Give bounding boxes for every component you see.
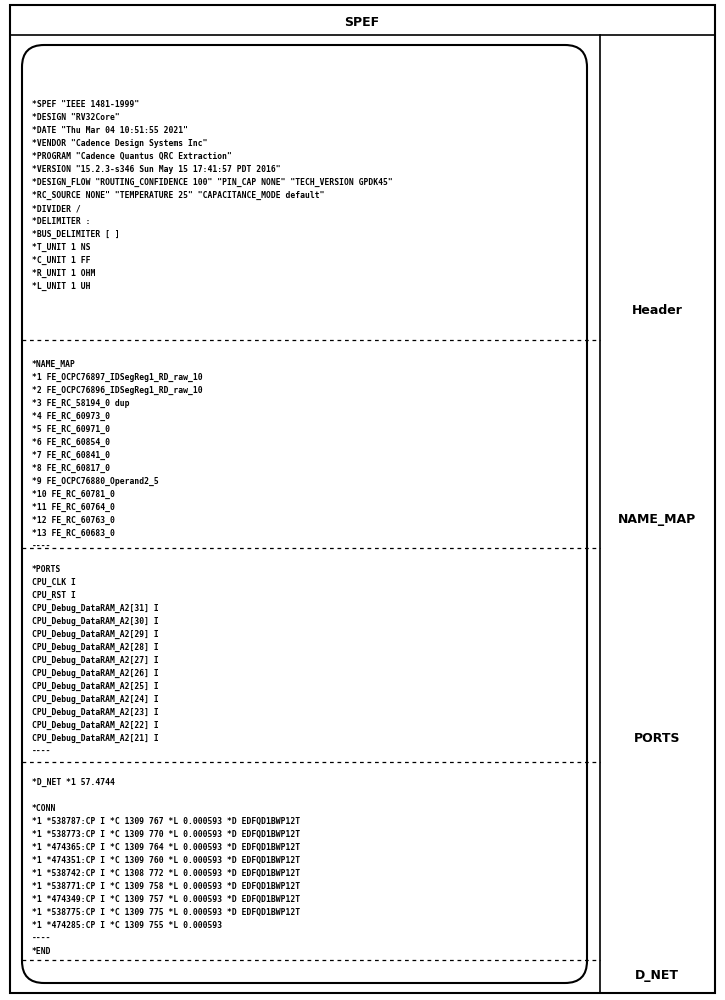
Text: CPU_Debug_DataRAM_A2[22] I: CPU_Debug_DataRAM_A2[22] I	[32, 721, 159, 730]
Text: *1 *538775:CP I *C 1309 775 *L 0.000593 *D EDFQD1BWP12T: *1 *538775:CP I *C 1309 775 *L 0.000593 …	[32, 908, 300, 917]
Text: CPU_RST I: CPU_RST I	[32, 591, 76, 600]
Text: *7 FE_RC_60841_0: *7 FE_RC_60841_0	[32, 451, 110, 460]
Text: *NAME_MAP: *NAME_MAP	[32, 360, 76, 369]
Text: *1 *474349:CP I *C 1309 757 *L 0.000593 *D EDFQD1BWP12T: *1 *474349:CP I *C 1309 757 *L 0.000593 …	[32, 895, 300, 904]
Text: CPU_Debug_DataRAM_A2[31] I: CPU_Debug_DataRAM_A2[31] I	[32, 604, 159, 613]
Text: *END: *END	[32, 947, 51, 956]
Text: *1 *474365:CP I *C 1309 764 *L 0.000593 *D EDFQD1BWP12T: *1 *474365:CP I *C 1309 764 *L 0.000593 …	[32, 843, 300, 852]
Text: CPU_Debug_DataRAM_A2[21] I: CPU_Debug_DataRAM_A2[21] I	[32, 734, 159, 743]
Text: CPU_Debug_DataRAM_A2[30] I: CPU_Debug_DataRAM_A2[30] I	[32, 617, 159, 626]
Text: *RC_SOURCE NONE" "TEMPERATURE 25" "CAPACITANCE_MODE default": *RC_SOURCE NONE" "TEMPERATURE 25" "CAPAC…	[32, 191, 325, 200]
Text: *DATE "Thu Mar 04 10:51:55 2021": *DATE "Thu Mar 04 10:51:55 2021"	[32, 126, 188, 135]
Text: *8 FE_RC_60817_0: *8 FE_RC_60817_0	[32, 464, 110, 473]
Text: *L_UNIT 1 UH: *L_UNIT 1 UH	[32, 282, 91, 291]
Text: *C_UNIT 1 FF: *C_UNIT 1 FF	[32, 256, 91, 265]
Text: *6 FE_RC_60854_0: *6 FE_RC_60854_0	[32, 438, 110, 447]
Text: *VENDOR "Cadence Design Systems Inc": *VENDOR "Cadence Design Systems Inc"	[32, 139, 207, 148]
Text: CPU_Debug_DataRAM_A2[29] I: CPU_Debug_DataRAM_A2[29] I	[32, 630, 159, 639]
Text: *9 FE_OCPC76880_Operand2_5: *9 FE_OCPC76880_Operand2_5	[32, 477, 159, 486]
Text: ----: ----	[32, 934, 51, 943]
Text: *SPEF "IEEE 1481-1999": *SPEF "IEEE 1481-1999"	[32, 100, 139, 109]
Text: *13 FE_RC_60683_0: *13 FE_RC_60683_0	[32, 529, 115, 538]
Text: *DESIGN_FLOW "ROUTING_CONFIDENCE 100" "PIN_CAP NONE" "TECH_VERSION GPDK45": *DESIGN_FLOW "ROUTING_CONFIDENCE 100" "P…	[32, 178, 393, 187]
Text: CPU_Debug_DataRAM_A2[25] I: CPU_Debug_DataRAM_A2[25] I	[32, 682, 159, 691]
Text: *1 *538771:CP I *C 1309 758 *L 0.000593 *D EDFQD1BWP12T: *1 *538771:CP I *C 1309 758 *L 0.000593 …	[32, 882, 300, 891]
Text: *2 FE_OCPC76896_IDSegReg1_RD_raw_10: *2 FE_OCPC76896_IDSegReg1_RD_raw_10	[32, 386, 202, 395]
Text: D_NET: D_NET	[635, 968, 679, 982]
Text: CPU_CLK I: CPU_CLK I	[32, 578, 76, 587]
Text: Header: Header	[631, 304, 682, 316]
Text: NAME_MAP: NAME_MAP	[618, 514, 696, 526]
Text: *BUS_DELIMITER [ ]: *BUS_DELIMITER [ ]	[32, 230, 120, 239]
FancyBboxPatch shape	[22, 45, 587, 983]
Text: ----: ----	[32, 747, 51, 756]
Text: *5 FE_RC_60971_0: *5 FE_RC_60971_0	[32, 425, 110, 434]
Text: *T_UNIT 1 NS: *T_UNIT 1 NS	[32, 243, 91, 252]
Text: *1 FE_OCPC76897_IDSegReg1_RD_raw_10: *1 FE_OCPC76897_IDSegReg1_RD_raw_10	[32, 373, 202, 382]
Text: *1 *538787:CP I *C 1309 767 *L 0.000593 *D EDFQD1BWP12T: *1 *538787:CP I *C 1309 767 *L 0.000593 …	[32, 817, 300, 826]
Text: *D_NET *1 57.4744: *D_NET *1 57.4744	[32, 778, 115, 787]
Text: *1 *474351:CP I *C 1309 760 *L 0.000593 *D EDFQD1BWP12T: *1 *474351:CP I *C 1309 760 *L 0.000593 …	[32, 856, 300, 865]
Text: CPU_Debug_DataRAM_A2[24] I: CPU_Debug_DataRAM_A2[24] I	[32, 695, 159, 704]
Text: CPU_Debug_DataRAM_A2[27] I: CPU_Debug_DataRAM_A2[27] I	[32, 656, 159, 665]
Text: SPEF: SPEF	[344, 15, 380, 28]
Text: *3 FE_RC_58194_0 dup: *3 FE_RC_58194_0 dup	[32, 399, 130, 408]
Text: *PROGRAM "Cadence Quantus QRC Extraction": *PROGRAM "Cadence Quantus QRC Extraction…	[32, 152, 232, 161]
Text: *DESIGN "RV32Core": *DESIGN "RV32Core"	[32, 113, 120, 122]
Text: *DELIMITER :: *DELIMITER :	[32, 217, 91, 226]
Text: *4 FE_RC_60973_0: *4 FE_RC_60973_0	[32, 412, 110, 421]
Text: *VERSION "15.2.3-s346 Sun May 15 17:41:57 PDT 2016": *VERSION "15.2.3-s346 Sun May 15 17:41:5…	[32, 165, 281, 174]
Text: *1 *538773:CP I *C 1309 770 *L 0.000593 *D EDFQD1BWP12T: *1 *538773:CP I *C 1309 770 *L 0.000593 …	[32, 830, 300, 839]
Text: CPU_Debug_DataRAM_A2[23] I: CPU_Debug_DataRAM_A2[23] I	[32, 708, 159, 717]
Text: *DIVIDER /: *DIVIDER /	[32, 204, 80, 213]
Text: *1 *474285:CP I *C 1309 755 *L 0.000593: *1 *474285:CP I *C 1309 755 *L 0.000593	[32, 921, 222, 930]
Text: *PORTS: *PORTS	[32, 565, 61, 574]
Text: CPU_Debug_DataRAM_A2[28] I: CPU_Debug_DataRAM_A2[28] I	[32, 643, 159, 652]
Text: *CONN: *CONN	[32, 804, 57, 813]
Text: CPU_Debug_DataRAM_A2[26] I: CPU_Debug_DataRAM_A2[26] I	[32, 669, 159, 678]
FancyBboxPatch shape	[10, 5, 715, 993]
Text: *1 *538742:CP I *C 1308 772 *L 0.000593 *D EDFQD1BWP12T: *1 *538742:CP I *C 1308 772 *L 0.000593 …	[32, 869, 300, 878]
Text: *10 FE_RC_60781_0: *10 FE_RC_60781_0	[32, 490, 115, 499]
Text: *11 FE_RC_60764_0: *11 FE_RC_60764_0	[32, 503, 115, 512]
Text: PORTS: PORTS	[634, 732, 680, 744]
Text: *R_UNIT 1 OHM: *R_UNIT 1 OHM	[32, 269, 96, 278]
Text: *12 FE_RC_60763_0: *12 FE_RC_60763_0	[32, 516, 115, 525]
Text: ----: ----	[32, 542, 51, 551]
